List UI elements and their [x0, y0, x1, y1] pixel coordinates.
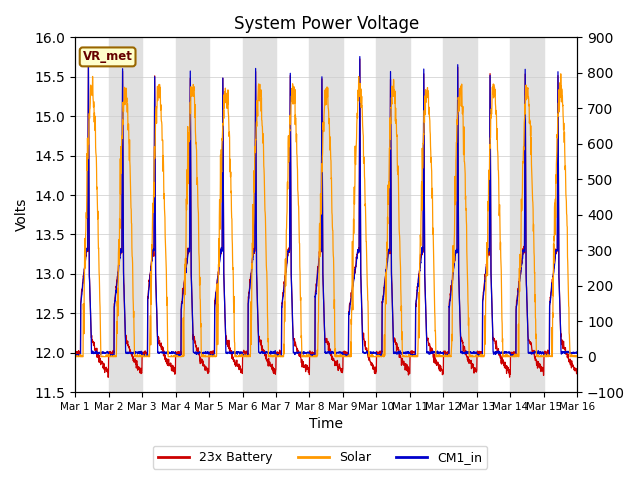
Bar: [376, 37, 410, 392]
Bar: [510, 37, 544, 392]
Bar: [243, 37, 276, 392]
Title: System Power Voltage: System Power Voltage: [234, 15, 419, 33]
Bar: [444, 37, 477, 392]
X-axis label: Time: Time: [309, 418, 343, 432]
Bar: [310, 37, 343, 392]
Bar: [109, 37, 142, 392]
Bar: [175, 37, 209, 392]
Legend: 23x Battery, Solar, CM1_in: 23x Battery, Solar, CM1_in: [153, 446, 487, 469]
Y-axis label: Volts: Volts: [15, 198, 29, 231]
Text: VR_met: VR_met: [83, 50, 132, 63]
